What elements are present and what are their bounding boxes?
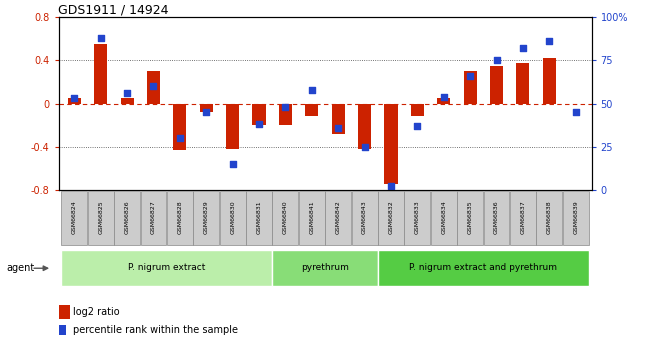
Point [465, 73, 475, 79]
Bar [358, 104, 371, 149]
FancyBboxPatch shape [352, 191, 378, 245]
Point [148, 83, 159, 89]
Text: log2 ratio: log2 ratio [73, 307, 120, 317]
FancyBboxPatch shape [510, 191, 536, 245]
Point [359, 144, 370, 149]
Text: GSM66833: GSM66833 [415, 200, 420, 234]
FancyBboxPatch shape [220, 191, 246, 245]
Text: GSM66841: GSM66841 [309, 200, 315, 234]
Bar [411, 104, 424, 117]
Text: GSM66838: GSM66838 [547, 200, 552, 234]
Text: GSM66827: GSM66827 [151, 200, 156, 234]
Bar [516, 62, 530, 104]
Text: GSM66834: GSM66834 [441, 200, 447, 234]
FancyBboxPatch shape [563, 191, 589, 245]
Bar [490, 66, 503, 104]
Text: agent: agent [6, 263, 34, 273]
Text: P. nigrum extract and pyrethrum: P. nigrum extract and pyrethrum [410, 263, 557, 272]
Point [227, 161, 238, 167]
Bar [306, 104, 318, 117]
Bar [94, 44, 107, 104]
FancyBboxPatch shape [167, 191, 193, 245]
Point [280, 104, 291, 110]
Text: GSM66843: GSM66843 [362, 200, 367, 234]
Point [439, 94, 449, 99]
FancyBboxPatch shape [272, 250, 378, 286]
Bar [174, 104, 187, 150]
Text: pyrethrum: pyrethrum [301, 263, 349, 272]
Point [96, 35, 106, 41]
FancyBboxPatch shape [404, 191, 430, 245]
FancyBboxPatch shape [61, 191, 87, 245]
Point [307, 87, 317, 92]
Text: GSM66835: GSM66835 [467, 200, 473, 234]
FancyBboxPatch shape [88, 191, 114, 245]
Point [491, 58, 502, 63]
Text: GSM66836: GSM66836 [494, 200, 499, 234]
FancyBboxPatch shape [140, 191, 166, 245]
FancyBboxPatch shape [536, 191, 562, 245]
FancyBboxPatch shape [484, 191, 510, 245]
Point [122, 90, 133, 96]
Bar [279, 104, 292, 125]
Text: percentile rank within the sample: percentile rank within the sample [73, 325, 238, 335]
FancyBboxPatch shape [61, 250, 272, 286]
Bar [226, 104, 239, 149]
Bar [543, 58, 556, 104]
Point [201, 109, 211, 115]
Text: GSM66825: GSM66825 [98, 200, 103, 234]
FancyBboxPatch shape [114, 191, 140, 245]
FancyBboxPatch shape [457, 191, 483, 245]
Text: P. nigrum extract: P. nigrum extract [128, 263, 205, 272]
Point [544, 39, 554, 44]
FancyBboxPatch shape [431, 191, 457, 245]
Text: GSM66824: GSM66824 [72, 200, 77, 234]
Bar [147, 71, 160, 104]
Point [412, 123, 423, 129]
Text: GSM66842: GSM66842 [335, 200, 341, 234]
Text: GSM66829: GSM66829 [203, 200, 209, 234]
Text: GSM66837: GSM66837 [521, 200, 525, 234]
Text: GSM66826: GSM66826 [125, 200, 129, 234]
Point [385, 184, 396, 189]
Point [333, 125, 343, 130]
Point [517, 46, 528, 51]
Bar [463, 71, 476, 104]
FancyBboxPatch shape [246, 191, 272, 245]
FancyBboxPatch shape [325, 191, 351, 245]
Bar [384, 104, 398, 184]
Point [69, 96, 79, 101]
Point [254, 121, 265, 127]
Bar [252, 104, 266, 125]
Text: GSM66831: GSM66831 [257, 200, 261, 234]
Text: GSM66840: GSM66840 [283, 200, 288, 234]
Bar [332, 104, 344, 134]
Text: GSM66832: GSM66832 [389, 200, 393, 234]
Bar [120, 98, 134, 104]
FancyBboxPatch shape [299, 191, 325, 245]
Point [175, 135, 185, 141]
FancyBboxPatch shape [378, 250, 589, 286]
FancyBboxPatch shape [272, 191, 298, 245]
FancyBboxPatch shape [193, 191, 219, 245]
FancyBboxPatch shape [378, 191, 404, 245]
Bar [200, 104, 213, 112]
Point [571, 109, 581, 115]
Text: GSM66839: GSM66839 [573, 200, 578, 234]
Text: GSM66828: GSM66828 [177, 200, 183, 234]
Bar [437, 98, 450, 104]
Text: GSM66830: GSM66830 [230, 200, 235, 234]
Text: GDS1911 / 14924: GDS1911 / 14924 [58, 3, 169, 16]
Bar [68, 98, 81, 104]
